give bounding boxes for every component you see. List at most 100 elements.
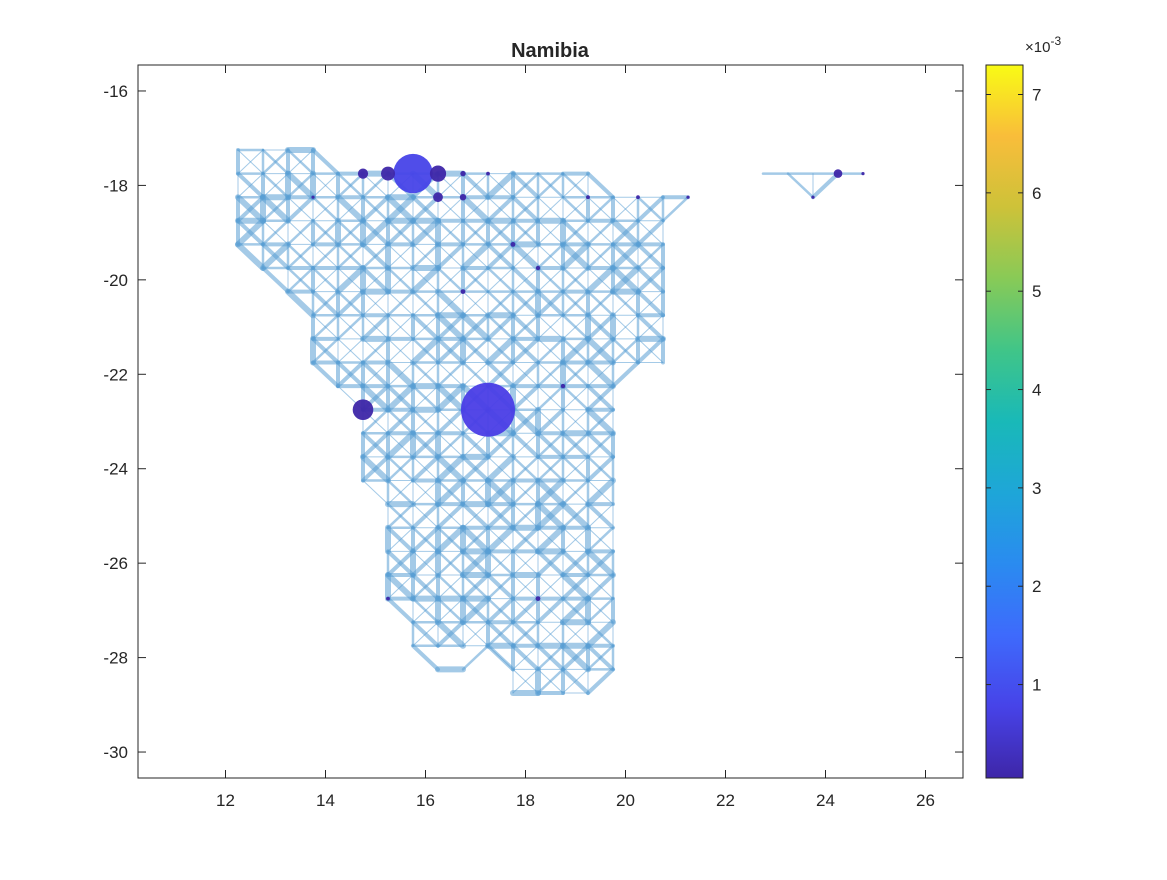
x-tick-label: 26 bbox=[916, 791, 935, 810]
network-edge bbox=[462, 196, 489, 222]
network-edge bbox=[386, 549, 415, 577]
network-edge bbox=[287, 149, 314, 175]
network-edge bbox=[362, 267, 389, 293]
network-edge bbox=[261, 148, 290, 175]
network-edge bbox=[512, 432, 539, 458]
network-edge bbox=[586, 597, 615, 624]
network-edge bbox=[586, 408, 615, 435]
data-point bbox=[352, 399, 374, 421]
chart-title: Namibia bbox=[511, 40, 590, 62]
colorbar-frame bbox=[985, 64, 1024, 779]
network-edge bbox=[412, 409, 439, 434]
network-edge bbox=[336, 314, 365, 341]
network-edge bbox=[436, 502, 465, 530]
network-edge bbox=[536, 455, 565, 482]
network-edge bbox=[235, 217, 266, 248]
network-edge bbox=[537, 196, 564, 222]
network-edge bbox=[486, 502, 515, 530]
network-edge bbox=[460, 241, 491, 271]
network-edge bbox=[411, 573, 440, 600]
network-edge bbox=[537, 220, 564, 245]
network-edge bbox=[437, 598, 464, 623]
network-edge bbox=[561, 573, 590, 601]
network-edge bbox=[386, 218, 415, 247]
network-edge bbox=[535, 524, 566, 555]
network-edge bbox=[336, 360, 365, 389]
network-edge bbox=[486, 360, 515, 389]
network-edge bbox=[587, 503, 614, 529]
network-edge bbox=[285, 288, 316, 319]
network-edge bbox=[486, 620, 515, 648]
network-edge bbox=[461, 266, 490, 293]
network-edge bbox=[385, 383, 416, 413]
network-edge bbox=[562, 385, 589, 411]
network-edge bbox=[437, 291, 464, 316]
network-edge bbox=[511, 502, 540, 529]
network-edge bbox=[361, 243, 390, 270]
network-edge bbox=[411, 549, 440, 577]
network-edge bbox=[312, 196, 339, 222]
network-edge bbox=[511, 195, 540, 223]
network-edge bbox=[561, 479, 590, 506]
network-edge bbox=[610, 241, 641, 271]
network-edge bbox=[437, 267, 464, 293]
colorbar-tick-label: 7 bbox=[1032, 86, 1041, 105]
network-edge bbox=[461, 337, 490, 364]
network-edge bbox=[511, 407, 540, 436]
network-edge bbox=[462, 362, 489, 387]
network-edge bbox=[461, 454, 490, 483]
network-edge bbox=[586, 195, 615, 223]
network-edge bbox=[661, 195, 690, 223]
network-edge bbox=[336, 243, 365, 270]
colorbar-exponent-power: -3 bbox=[1050, 34, 1061, 48]
colorbar-gradient bbox=[986, 65, 1023, 778]
network-edge bbox=[387, 314, 414, 340]
network-edge bbox=[512, 550, 539, 576]
network-edge bbox=[335, 265, 366, 295]
colorbar-tick-label: 1 bbox=[1032, 676, 1041, 695]
y-tick-label: -16 bbox=[103, 82, 128, 101]
network-edge bbox=[486, 573, 515, 600]
network-edge bbox=[486, 431, 515, 459]
network-edge bbox=[311, 337, 340, 364]
network-edge bbox=[412, 291, 439, 316]
network-edge bbox=[261, 266, 290, 294]
network-edge bbox=[387, 243, 414, 269]
network-edge bbox=[485, 477, 516, 508]
network-edge bbox=[235, 241, 266, 271]
network-edge bbox=[462, 173, 489, 198]
network-edge bbox=[387, 338, 414, 363]
network-edge bbox=[412, 480, 439, 505]
network-edge bbox=[410, 217, 441, 248]
network-edge bbox=[636, 218, 665, 247]
network-edge bbox=[611, 337, 640, 364]
network-edge bbox=[562, 668, 589, 694]
network-edge bbox=[636, 195, 665, 223]
network-edge bbox=[462, 480, 489, 505]
network-edge bbox=[386, 290, 415, 317]
network-edge bbox=[585, 265, 616, 295]
network-edge bbox=[511, 336, 540, 365]
network-edge bbox=[386, 407, 415, 436]
network-edge bbox=[586, 243, 615, 270]
network-edge bbox=[637, 314, 664, 340]
network-edge bbox=[536, 596, 565, 625]
network-edge bbox=[286, 195, 315, 223]
network-edge bbox=[486, 219, 515, 246]
network-edge bbox=[286, 266, 315, 293]
colorbar-exponent-base: ×10-3 bbox=[1025, 34, 1061, 56]
data-points bbox=[311, 153, 865, 601]
network-edge bbox=[336, 219, 365, 246]
network-edge bbox=[336, 172, 365, 199]
network-edge bbox=[412, 385, 439, 411]
network-edge bbox=[486, 242, 515, 270]
network-edge bbox=[561, 219, 590, 246]
y-tick-label: -18 bbox=[103, 176, 128, 195]
network-edge bbox=[311, 243, 340, 270]
network-edge bbox=[536, 549, 565, 577]
network-edge bbox=[586, 454, 615, 483]
network-edge bbox=[387, 527, 414, 552]
network-edge bbox=[536, 432, 565, 459]
data-point bbox=[311, 195, 315, 199]
data-point bbox=[393, 153, 433, 194]
